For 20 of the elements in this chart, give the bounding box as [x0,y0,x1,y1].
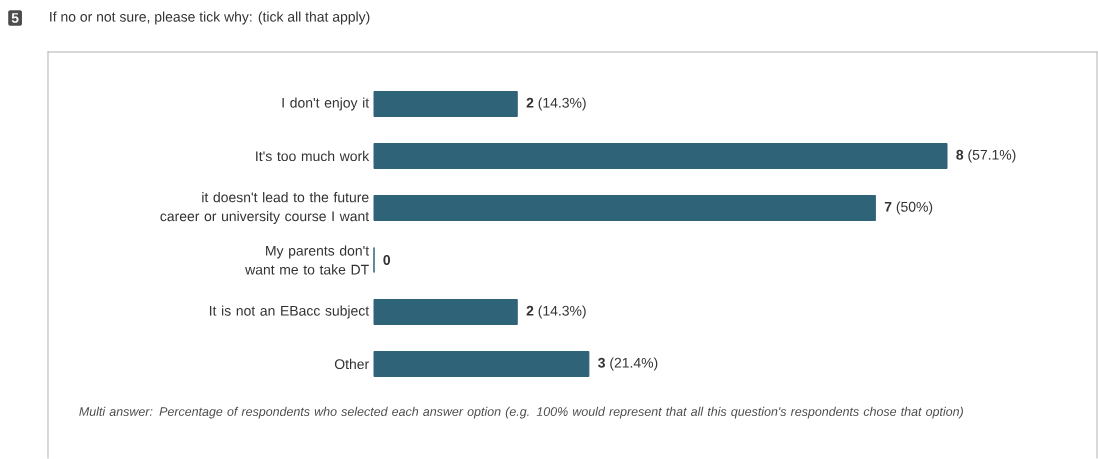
y-tick-label: It's too much work [256,150,370,162]
bar [373,299,518,325]
data-label: 2 (14.3%) [526,97,586,111]
data-label: 7 (50%) [884,201,933,215]
y-tick-label: Other [334,358,369,370]
text: If no or not sure, please tick why: (tick all that apply) [50,11,370,25]
bar [373,143,948,169]
bar [373,351,590,377]
y-tick-label: it doesn't lead to the future career or university course I want [160,192,370,224]
data-label: 2 (14.3%) [526,305,586,319]
data-label: 3 (21.4%) [598,357,658,371]
bar [373,91,518,117]
data-label: 8 (57.1%) [956,149,1016,163]
data-label: 0 [383,255,391,265]
text: 5 [11,13,19,23]
text: Multi answer: Percentage of respondents who selected each answer option (e.g. 100% would represent that all this question's respondents chose that option) [79,406,963,419]
y-tick-label: My parents don't want me to take DT [245,245,370,275]
y-tick-label: I don't enjoy it [282,97,370,111]
y-tick-label: It is not an EBacc subject [209,305,370,319]
bar [373,195,876,221]
